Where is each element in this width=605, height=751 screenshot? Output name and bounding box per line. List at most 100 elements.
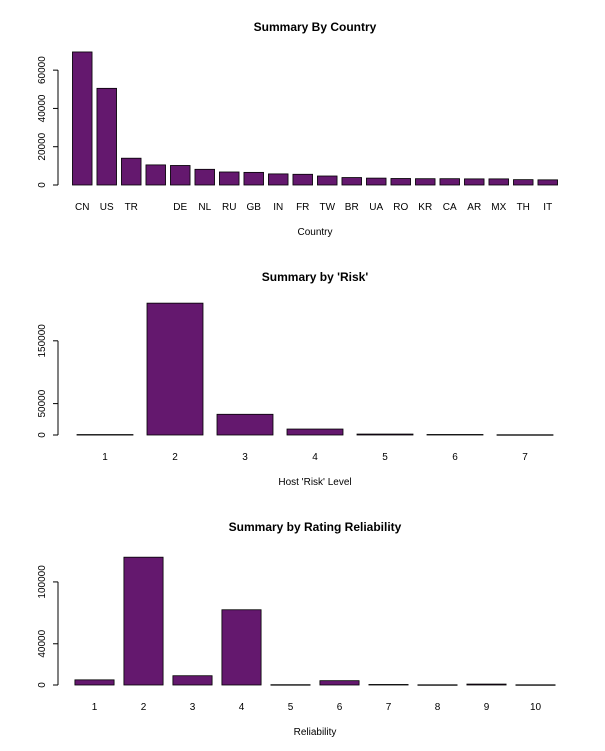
x-axis-title: Country: [297, 227, 332, 238]
category-label: CA: [443, 202, 457, 213]
bar-7: [496, 434, 554, 436]
bar-10: [515, 684, 556, 686]
category-label: 2: [172, 452, 178, 463]
bar-cn: [72, 51, 93, 186]
y-tick-label: 150000: [37, 324, 48, 358]
category-label: IT: [543, 202, 552, 213]
category-label: FR: [296, 202, 309, 213]
category-label: TR: [125, 202, 138, 213]
category-label: RU: [222, 202, 236, 213]
bar-in: [268, 173, 289, 186]
category-label: 8: [435, 702, 441, 713]
y-tick-label: 40000: [37, 94, 48, 122]
x-axis-title: Reliability: [294, 727, 337, 738]
bar-ua: [366, 177, 387, 186]
bar-ca: [439, 178, 460, 186]
bar-7: [368, 684, 409, 686]
category-label: RO: [393, 202, 408, 213]
category-label: 6: [452, 452, 458, 463]
chart-risk: Summary by 'Risk' Host 'Risk' Level 1 2 3 4…: [37, 270, 554, 488]
bar-4: [221, 609, 262, 686]
category-label: 9: [484, 702, 490, 713]
category-label: 7: [522, 452, 528, 463]
chart-title: Summary by 'Risk': [262, 270, 369, 284]
category-label: IN: [273, 202, 283, 213]
category-labels: 1 2 3 4 5 6 7: [102, 452, 528, 463]
category-label: BR: [345, 202, 359, 213]
bar-gb: [243, 171, 264, 186]
category-label: 5: [288, 702, 294, 713]
bar-6: [319, 680, 360, 686]
bar-br: [341, 177, 362, 186]
y-axis: 0 40000 100000: [37, 565, 59, 688]
y-tick-label: 40000: [37, 629, 48, 657]
bars: [72, 51, 558, 186]
bar-nl: [194, 168, 215, 186]
bar-tr: [121, 157, 142, 186]
bar-2: [123, 556, 164, 686]
x-axis-title: Host 'Risk' Level: [278, 477, 351, 488]
category-label: 1: [92, 702, 98, 713]
bar-1: [74, 679, 115, 686]
category-label: 1: [102, 452, 108, 463]
category-label: TW: [319, 202, 335, 213]
category-labels: CN US TR DE NL RU GB IN FR TW BR UA RO KR CA AR MX TH IT: [75, 202, 552, 213]
y-tick-label: 60000: [37, 56, 48, 84]
bar-5: [356, 433, 414, 436]
category-label: MX: [491, 202, 506, 213]
category-label: TH: [517, 202, 530, 213]
y-axis: 0 50000 150000: [37, 324, 59, 438]
y-tick-label: 0: [37, 682, 48, 688]
y-tick-label: 0: [37, 182, 48, 188]
bar-4: [286, 428, 344, 436]
category-label: CN: [75, 202, 89, 213]
bar-ru: [219, 171, 240, 186]
category-label: 5: [382, 452, 388, 463]
chart-reliability: Summary by Rating Reliability Reliabilit…: [37, 520, 556, 738]
bar-de: [170, 165, 191, 186]
y-tick-label: 100000: [37, 565, 48, 599]
y-tick-label: 50000: [37, 389, 48, 417]
bar-ar: [464, 178, 485, 186]
category-label: 3: [190, 702, 196, 713]
bar-kr: [415, 178, 436, 186]
bar-1: [76, 434, 134, 436]
bar-3: [216, 413, 274, 436]
bar-fr: [292, 173, 313, 186]
category-label: US: [100, 202, 114, 213]
y-tick-label: 20000: [37, 132, 48, 160]
category-label: 4: [312, 452, 318, 463]
category-labels: 1 2 3 4 5 6 7 8 9 10: [92, 702, 542, 713]
category-label: NL: [198, 202, 211, 213]
bar-it: [537, 179, 558, 186]
bar-8: [417, 684, 458, 686]
category-label: UA: [369, 202, 383, 213]
category-label: 4: [239, 702, 245, 713]
bar-9: [466, 683, 507, 686]
bar-ro: [390, 178, 411, 186]
category-label: 6: [337, 702, 343, 713]
bar-6: [426, 434, 484, 436]
category-label: 10: [530, 702, 542, 713]
bars: [74, 556, 556, 686]
category-label: GB: [247, 202, 262, 213]
bars: [76, 302, 554, 436]
bar-5: [270, 684, 311, 686]
bar-unlabeled: [145, 164, 166, 186]
category-label: 7: [386, 702, 392, 713]
y-tick-label: 0: [37, 432, 48, 438]
category-label: DE: [173, 202, 187, 213]
chart-title: Summary by Rating Reliability: [229, 520, 402, 534]
category-label: 3: [242, 452, 248, 463]
bar-3: [172, 675, 213, 686]
category-label: AR: [467, 202, 481, 213]
bar-mx: [488, 178, 509, 186]
category-label: KR: [418, 202, 432, 213]
bar-2: [146, 302, 204, 436]
y-axis: 0 20000 40000 60000: [37, 56, 59, 188]
category-label: 2: [141, 702, 147, 713]
chart-title: Summary By Country: [254, 20, 377, 34]
bar-us: [96, 87, 117, 186]
bar-tw: [317, 175, 338, 186]
